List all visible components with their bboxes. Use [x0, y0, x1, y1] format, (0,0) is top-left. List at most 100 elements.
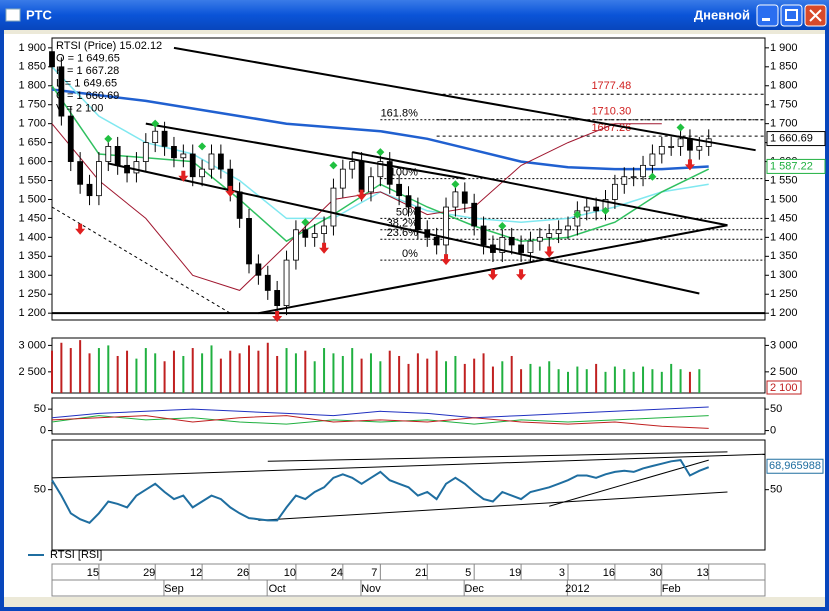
y-tick-label-right: 3 000 [770, 339, 798, 351]
x-tick-label: 21 [415, 567, 427, 579]
y-tick-label-right: 2 500 [770, 366, 798, 378]
candle-body [311, 233, 318, 238]
candle-body [368, 176, 374, 193]
value-box [766, 380, 802, 395]
candle-body [161, 130, 168, 147]
info-line: V = 2 100 [56, 102, 103, 114]
candle-body [49, 51, 55, 68]
level-label: 1667.26 [591, 122, 631, 134]
candle-body [283, 259, 290, 306]
candle-body [536, 236, 543, 242]
y-tick-label: 50 [34, 484, 46, 496]
x-tick-label: 26 [237, 567, 249, 579]
x-tick-label: 16 [603, 567, 615, 579]
y-tick-label-right: 1 750 [770, 99, 798, 111]
x-tick-label: 30 [650, 567, 662, 579]
price-box-label: 1 660.69 [770, 132, 813, 144]
candle-body [199, 168, 206, 178]
trend-line [108, 162, 700, 295]
up-marker [329, 161, 338, 170]
candle-body [217, 153, 224, 170]
fib-label: 50% [396, 206, 418, 218]
candle-body [114, 146, 121, 166]
y-tick-label: 1 650 [18, 137, 46, 149]
period: Дневной [694, 7, 750, 22]
candle-body [499, 236, 506, 253]
candle-body [152, 130, 159, 144]
month-label: Oct [269, 583, 286, 595]
candle-body [236, 191, 243, 219]
candle-body [593, 206, 600, 212]
maximize-button[interactable] [780, 4, 803, 27]
y-tick-label-right: 1 350 [770, 250, 798, 262]
x-tick-label: 12 [190, 567, 202, 579]
trend-line [549, 459, 709, 507]
x-tick-label: 5 [465, 567, 471, 579]
candle-body [640, 164, 646, 178]
y-tick-label: 1 700 [18, 118, 46, 130]
y-tick-label: 1 550 [18, 174, 46, 186]
candle-body [658, 146, 665, 155]
candle-body [452, 191, 459, 208]
y-tick-label-right: 1 550 [770, 174, 798, 186]
candle-body [208, 153, 215, 170]
indicator-line [51, 406, 709, 419]
price-box [766, 158, 826, 174]
candle-body [677, 138, 684, 147]
y-tick-label-right: 1 800 [770, 80, 798, 92]
x-tick-label: 24 [331, 567, 343, 579]
info-line: O = 1 649.65 [56, 52, 120, 64]
value-box [766, 458, 824, 474]
candle-body [274, 290, 281, 306]
candle-body [687, 138, 693, 151]
y-tick-label-right: 1 300 [770, 269, 798, 281]
y-tick-label-right: 1 400 [770, 231, 798, 243]
value-box-label: 68,965988 [769, 460, 821, 472]
candle-body [527, 240, 534, 253]
candle-body [649, 153, 656, 166]
candle-body [264, 274, 271, 291]
indicator-line [51, 88, 709, 171]
candle-body [58, 66, 65, 117]
down-marker [75, 223, 86, 235]
down-marker [441, 254, 452, 266]
candle-body [443, 206, 449, 246]
candle-body [302, 229, 309, 238]
minimize-button[interactable] [756, 4, 779, 27]
x-tick-label: 10 [284, 567, 296, 579]
value-box-label: 2 100 [770, 382, 798, 394]
up-marker [301, 218, 310, 227]
rsi-line [51, 459, 710, 524]
candle-body [480, 225, 487, 246]
indicator-line [51, 415, 709, 425]
y-tick-label: 1 600 [18, 155, 46, 167]
pane [51, 397, 766, 435]
candle-body [668, 146, 675, 148]
level-label: 1710.30 [591, 106, 631, 118]
y-tick-label: 1 800 [18, 80, 46, 92]
title-bar [0, 0, 829, 30]
x-tick-label: 13 [697, 567, 709, 579]
candle-body [255, 263, 262, 276]
candle-body [133, 161, 140, 174]
candle-body [611, 183, 618, 200]
down-marker [544, 246, 555, 258]
month-label: Feb [662, 583, 681, 595]
candle-body [461, 191, 468, 204]
up-marker [151, 119, 160, 128]
minimize-icon [762, 18, 770, 21]
candle-body [621, 176, 628, 185]
candle-body [518, 244, 524, 253]
month-label: Nov [361, 583, 381, 595]
y-tick-label: 0 [40, 424, 46, 436]
window-buttons[interactable] [756, 4, 827, 27]
y-tick-label-right: 1 200 [770, 307, 798, 319]
candle-body [105, 146, 112, 162]
down-marker [225, 185, 236, 197]
up-marker [451, 180, 460, 189]
y-tick-label: 1 250 [18, 288, 46, 300]
legend-label: RTSI [RSI] [50, 549, 102, 561]
up-marker [676, 123, 685, 132]
info-line: C = 1 660.69 [56, 90, 119, 102]
trend-line [145, 122, 465, 180]
